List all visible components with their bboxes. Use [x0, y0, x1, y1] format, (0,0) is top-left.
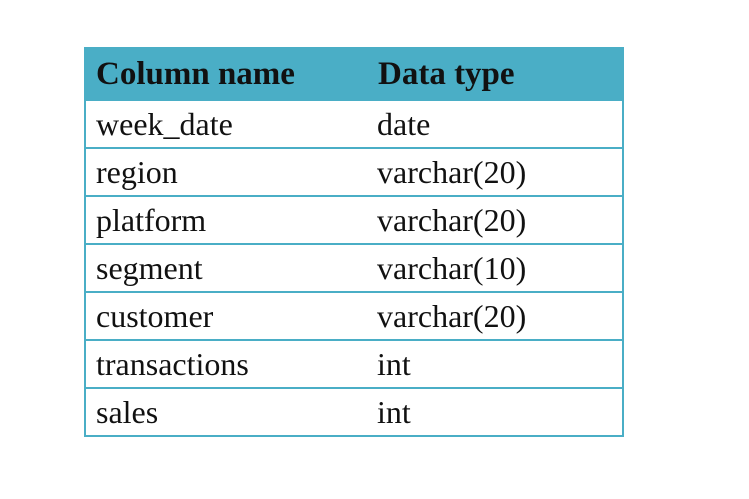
schema-table: Column name Data type week_date date reg…: [84, 47, 624, 437]
table-row: platform varchar(20): [84, 195, 624, 245]
column-name-cell: sales: [84, 387, 367, 437]
data-type-cell: date: [367, 99, 624, 149]
column-name-cell: week_date: [84, 99, 367, 149]
table-row: customer varchar(20): [84, 291, 624, 341]
table-body: week_date date region varchar(20) platfo…: [84, 99, 624, 437]
table-header: Column name Data type: [84, 47, 624, 101]
data-type-cell: varchar(20): [367, 195, 624, 245]
column-name-cell: region: [84, 147, 367, 197]
column-name-cell: transactions: [84, 339, 367, 389]
table-row: region varchar(20): [84, 147, 624, 197]
table-row: segment varchar(10): [84, 243, 624, 293]
header-column-name: Column name: [84, 47, 368, 101]
table-row: week_date date: [84, 99, 624, 149]
data-type-cell: int: [367, 339, 624, 389]
header-data-type: Data type: [367, 47, 624, 101]
column-name-cell: segment: [84, 243, 367, 293]
data-type-cell: int: [367, 387, 624, 437]
column-name-cell: platform: [84, 195, 367, 245]
data-type-cell: varchar(20): [367, 147, 624, 197]
header-row: Column name Data type: [84, 47, 624, 101]
table-row: sales int: [84, 387, 624, 437]
data-type-cell: varchar(20): [367, 291, 624, 341]
data-type-cell: varchar(10): [367, 243, 624, 293]
table-row: transactions int: [84, 339, 624, 389]
column-name-cell: customer: [84, 291, 367, 341]
